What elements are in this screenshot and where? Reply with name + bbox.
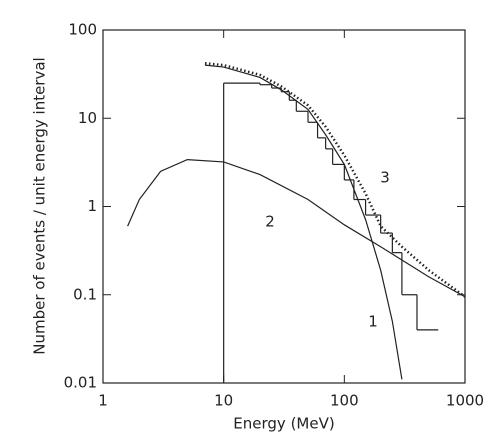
x-tick-label: 1: [98, 392, 108, 410]
y-tick-label: 1: [87, 197, 97, 215]
plot-frame: [102, 29, 466, 384]
curve-label: 2: [265, 213, 275, 231]
curve: [204, 62, 466, 298]
x-tick-label: 1000: [446, 392, 484, 410]
y-axis-label: Number of events / unit energy interval: [31, 57, 49, 354]
x-axis-label: Energy (MeV): [233, 415, 334, 433]
x-tick-label: 100: [330, 392, 359, 410]
y-tick-label: 10: [78, 109, 97, 127]
x-tick-label: 10: [214, 392, 233, 410]
y-tick-label: 100: [68, 21, 97, 39]
curve-label: 3: [380, 169, 390, 187]
curve: [204, 64, 403, 380]
curve-label: 1: [368, 313, 378, 331]
y-tick-label: 0.01: [64, 374, 97, 392]
y-tick-label: 0.1: [73, 285, 97, 303]
curve: [127, 158, 466, 298]
